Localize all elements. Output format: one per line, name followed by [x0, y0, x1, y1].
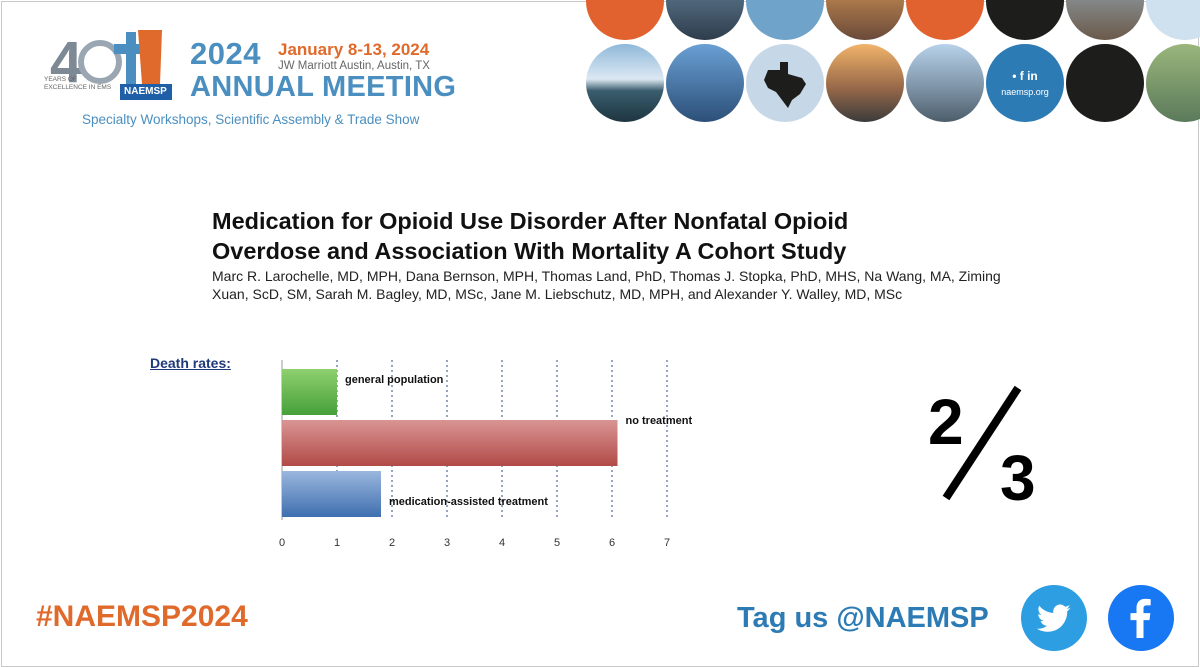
paper-title-line-2: Overdose and Association With Mortality …	[212, 238, 847, 264]
collage-url: naemsp.org	[1001, 87, 1049, 97]
x-tick-label: 7	[664, 537, 670, 549]
naemsp-40-years-emblem: 4	[50, 30, 172, 100]
collage-photo-street	[1066, 0, 1144, 40]
bar-no-treatment	[282, 420, 618, 466]
paper-authors: Marc R. Larochelle, MD, MPH, Dana Bernso…	[212, 267, 1002, 303]
twitter-icon	[1036, 604, 1071, 632]
paper-title-line-1: Medication for Opioid Use Disorder After…	[212, 208, 849, 234]
fraction-numerator: 2	[928, 386, 964, 458]
x-tick-label: 0	[279, 537, 285, 549]
twitter-button[interactable]	[1021, 585, 1087, 651]
meeting-logo: 4 YEARS OF EXCELLENCE IN EMS NAEMSP 2024…	[42, 24, 462, 134]
social-info-circle: • f in naemsp.org	[986, 44, 1064, 122]
fraction-denominator: 3	[1000, 442, 1036, 510]
emblem-org: NAEMSP	[124, 86, 167, 97]
death-rates-bar-chart: general population no treatment medication…	[279, 360, 693, 549]
logo-year: 2024	[190, 36, 261, 71]
bar-general-population	[282, 369, 337, 415]
x-tick-label: 3	[444, 537, 450, 549]
x-tick-label: 4	[499, 537, 505, 549]
svg-text:4: 4	[50, 30, 82, 95]
emblem-caption-2: EXCELLENCE IN EMS	[44, 84, 112, 91]
logo-subtitle: Specialty Workshops, Scientific Assembly…	[82, 112, 420, 127]
paper-title: Medication for Opioid Use Disorder After…	[212, 206, 972, 266]
death-rates-label: Death rates:	[150, 355, 231, 371]
x-tick-label: 5	[554, 537, 560, 549]
austin-photo-collage: • f in naemsp.org	[580, 0, 1200, 130]
collage-circle-blue	[746, 0, 824, 40]
collage-circle-orange-2	[906, 0, 984, 40]
x-tick-label: 1	[334, 537, 340, 549]
x-tick-label: 2	[389, 537, 395, 549]
collage-photo-lake	[586, 44, 664, 122]
tag-us-handle: Tag us @NAEMSP	[737, 602, 989, 634]
collage-photo-bridge	[826, 0, 904, 40]
collage-circle-orange	[586, 0, 664, 40]
facebook-icon	[1130, 598, 1151, 638]
x-tick-label: 6	[609, 537, 615, 549]
bar-label: medication-assisted treatment	[389, 496, 548, 508]
logo-title: ANNUAL MEETING	[190, 71, 457, 103]
texas-map-circle	[746, 44, 824, 122]
collage-circle-lightblue	[1146, 0, 1200, 40]
bar-label: general population	[345, 374, 444, 386]
texas-icon	[764, 62, 806, 108]
bar-label: no treatment	[626, 415, 693, 427]
bar-medication-assisted-treatment	[282, 471, 381, 517]
collage-photo-skyline-2	[826, 44, 904, 122]
event-hashtag: #NAEMSP2024	[36, 600, 248, 633]
two-thirds-fraction: 2 3	[928, 385, 1036, 510]
facebook-button[interactable]	[1108, 585, 1174, 651]
collage-circle-dark	[986, 0, 1064, 40]
logo-venue: JW Marriott Austin, Austin, TX	[278, 60, 430, 72]
collage-photo-skyline-3	[906, 44, 984, 122]
collage-social-icons: • f in	[1012, 69, 1038, 83]
collage-photo-skyline-1	[666, 0, 744, 40]
collage-photo-river	[1146, 44, 1200, 122]
paper-authors-line-1: Marc R. Larochelle, MD, MPH, Dana Bernso…	[212, 268, 1001, 284]
emblem-caption-1: YEARS OF	[44, 76, 77, 83]
collage-circle-black	[1066, 44, 1144, 122]
collage-photo-hotel	[666, 44, 744, 122]
paper-authors-line-2: Xuan, ScD, SM, Sarah M. Bagley, MD, MSc,…	[212, 286, 903, 302]
fraction-slash	[942, 385, 1022, 501]
logo-dates: January 8-13, 2024	[278, 40, 430, 59]
